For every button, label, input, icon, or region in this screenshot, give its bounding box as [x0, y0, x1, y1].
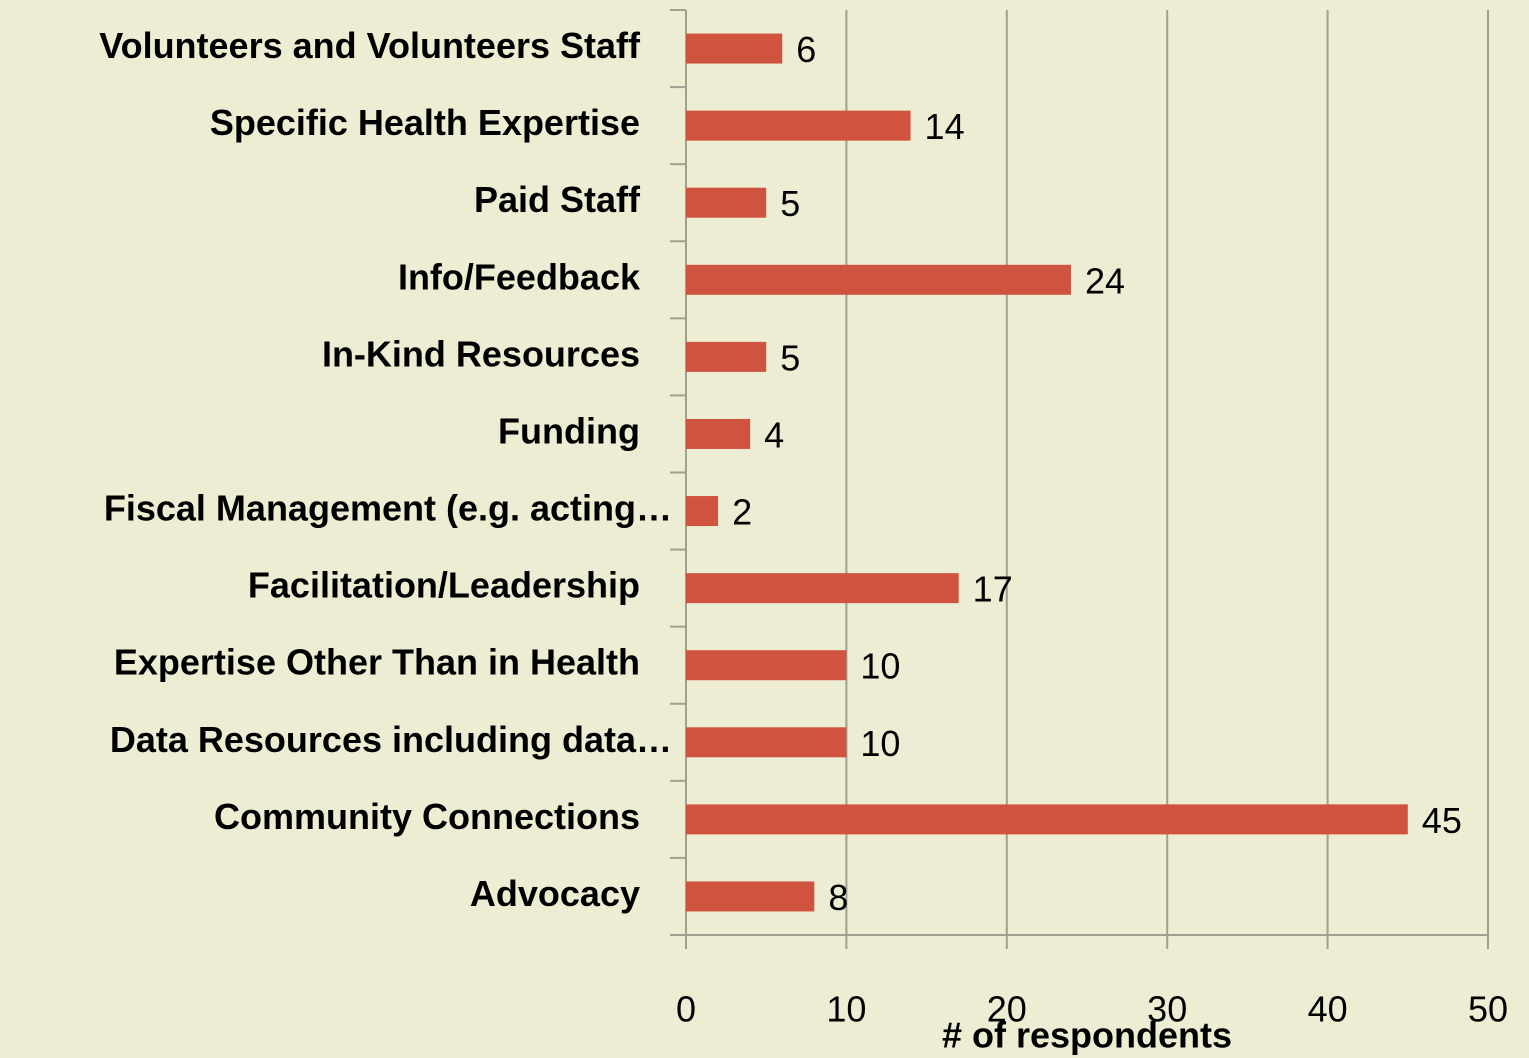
- bar: [686, 341, 767, 372]
- y-tick-label: Volunteers and Volunteers Staff: [99, 25, 641, 66]
- data-label: 10: [860, 723, 900, 764]
- bar: [686, 727, 847, 758]
- x-tick-label: 30: [1147, 989, 1187, 1030]
- x-tick-label: 0: [676, 989, 696, 1030]
- data-label: 17: [973, 569, 1013, 610]
- data-label: 45: [1422, 800, 1462, 841]
- data-label: 6: [796, 29, 816, 70]
- data-label: 5: [780, 183, 800, 224]
- bar: [686, 418, 751, 449]
- x-tick-label: 50: [1468, 989, 1508, 1030]
- bar: [686, 187, 767, 218]
- y-tick-label: Specific Health Expertise: [210, 102, 640, 143]
- bar: [686, 496, 719, 527]
- bar: [686, 110, 911, 141]
- data-label: 5: [780, 337, 800, 378]
- data-label: 14: [925, 106, 965, 147]
- bar: [686, 573, 959, 604]
- x-tick-label: 10: [826, 989, 866, 1030]
- y-tick-label: Info/Feedback: [398, 256, 641, 297]
- bar: [686, 650, 847, 681]
- y-tick-label: In-Kind Resources: [322, 333, 640, 374]
- y-tick-label: Paid Staff: [474, 179, 641, 220]
- y-tick-label: Advocacy: [470, 873, 640, 914]
- x-tick-label: 40: [1308, 989, 1348, 1030]
- data-label: 4: [764, 414, 784, 455]
- data-label: 8: [828, 877, 848, 918]
- y-tick-label: Facilitation/Leadership: [248, 565, 640, 606]
- y-tick-label: Data Resources including data…: [110, 719, 672, 760]
- x-axis-title: # of respondents: [942, 1015, 1232, 1056]
- data-label: 10: [860, 646, 900, 687]
- data-label: 24: [1085, 260, 1125, 301]
- bar: [686, 33, 783, 64]
- y-tick-label: Community Connections: [214, 796, 640, 837]
- y-tick-label: Fiscal Management (e.g. acting…: [104, 488, 672, 529]
- y-tick-label: Funding: [498, 410, 640, 451]
- data-label: 2: [732, 492, 752, 533]
- bar: [686, 804, 1408, 835]
- bar: [686, 264, 1071, 295]
- bar: [686, 881, 815, 912]
- y-tick-label: Expertise Other Than in Health: [114, 642, 640, 683]
- x-tick-label: 20: [987, 989, 1027, 1030]
